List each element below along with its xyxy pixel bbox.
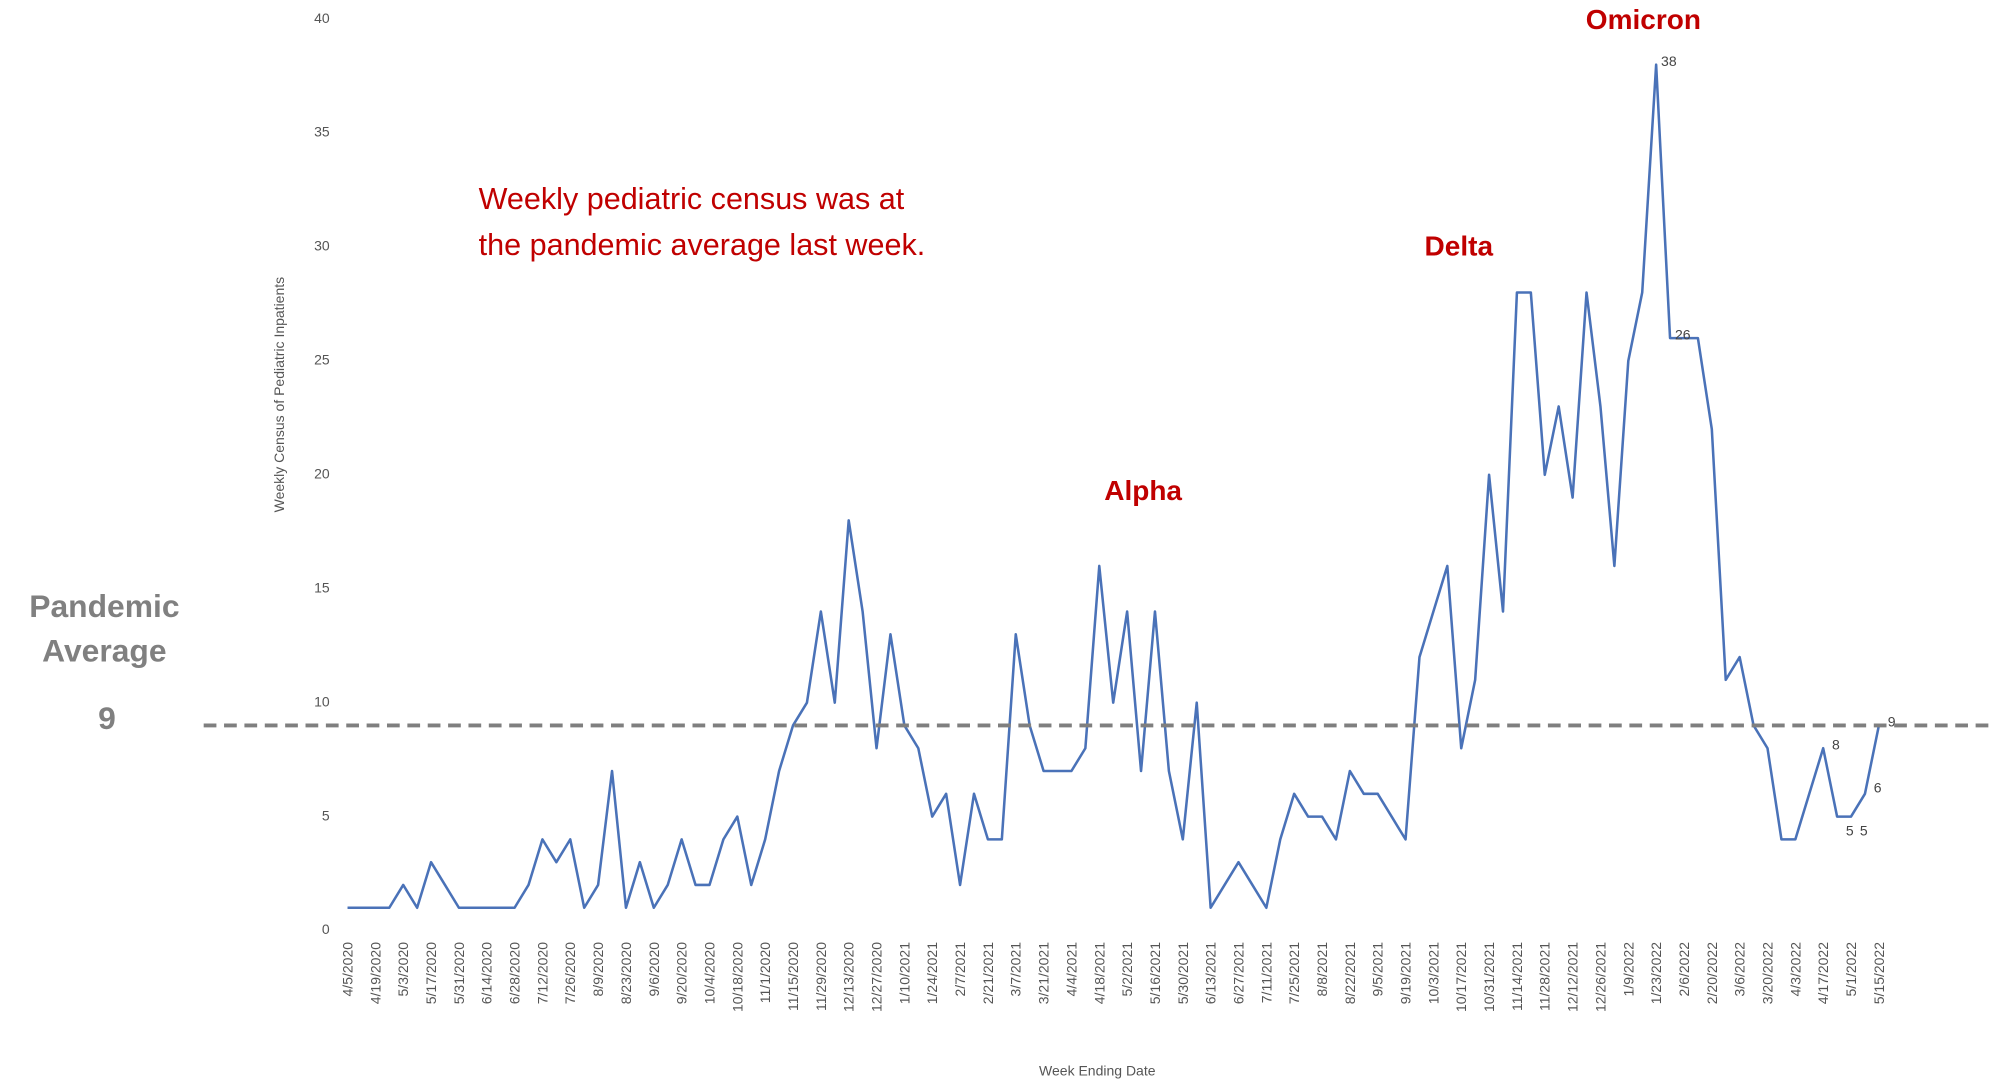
- x-tick-label: 9/20/2020: [674, 942, 690, 1004]
- annotation: Weekly pediatric census was at: [479, 182, 905, 216]
- y-tick-label: 20: [314, 466, 330, 482]
- reference-value: 9: [98, 700, 116, 736]
- x-tick-label: 5/1/2022: [1843, 942, 1859, 997]
- y-tick-label: 10: [314, 693, 330, 709]
- x-tick-label: 4/5/2020: [340, 942, 356, 997]
- annotation: Omicron: [1586, 4, 1701, 35]
- x-tick-label: 4/18/2021: [1091, 942, 1107, 1004]
- x-tick-label: 2/7/2021: [952, 942, 968, 997]
- x-tick-label: 5/3/2020: [395, 942, 411, 997]
- x-tick-label: 10/31/2021: [1481, 942, 1497, 1012]
- x-tick-label: 7/25/2021: [1286, 942, 1302, 1004]
- x-tick-label: 5/17/2020: [423, 942, 439, 1004]
- x-tick-label: 8/9/2020: [590, 942, 606, 997]
- annotation: the pandemic average last week.: [479, 228, 926, 262]
- data-label: 26: [1675, 326, 1691, 342]
- data-label: 38: [1661, 53, 1677, 69]
- x-tick-label: 8/22/2021: [1342, 942, 1358, 1004]
- x-tick-label: 8/23/2020: [618, 942, 634, 1004]
- x-tick-label: 4/17/2022: [1815, 942, 1831, 1004]
- x-tick-label: 7/12/2020: [534, 942, 550, 1004]
- data-line: [347, 63, 1881, 910]
- x-tick-label: 12/26/2021: [1592, 942, 1608, 1012]
- x-tick-label: 11/28/2021: [1537, 942, 1553, 1011]
- data-label: 6: [1874, 779, 1882, 795]
- data-label: 8: [1832, 736, 1840, 752]
- x-axis-title: Week Ending Date: [1039, 1063, 1156, 1079]
- x-tick-label: 10/18/2020: [729, 942, 745, 1012]
- x-tick-label: 12/27/2020: [869, 942, 885, 1012]
- x-tick-label: 6/13/2021: [1203, 942, 1219, 1004]
- x-tick-label: 6/28/2020: [507, 942, 523, 1004]
- x-tick-label: 7/11/2021: [1258, 942, 1274, 1003]
- data-label: 5: [1846, 823, 1854, 839]
- y-axis-title: Weekly Census of Pediatric Inpatients: [271, 277, 287, 513]
- x-tick-label: 3/6/2022: [1732, 942, 1748, 997]
- y-tick-label: 25: [314, 352, 330, 368]
- x-tick-label: 4/19/2020: [367, 942, 383, 1004]
- x-tick-label: 6/27/2021: [1230, 942, 1246, 1004]
- x-tick-label: 9/5/2021: [1370, 942, 1386, 997]
- x-tick-label: 11/15/2020: [785, 942, 801, 1011]
- x-tick-label: 2/6/2022: [1676, 942, 1692, 997]
- x-tick-label: 11/14/2021: [1509, 942, 1525, 1011]
- x-tick-label: 5/15/2022: [1871, 942, 1887, 1004]
- x-tick-label: 5/31/2020: [451, 942, 467, 1004]
- x-tick-label: 4/3/2022: [1787, 942, 1803, 997]
- x-tick-label: 5/30/2021: [1175, 942, 1191, 1004]
- y-tick-label: 5: [322, 807, 330, 823]
- y-tick-label: 30: [314, 238, 330, 254]
- reference-label: Average: [42, 632, 166, 668]
- x-tick-label: 10/17/2021: [1453, 942, 1469, 1012]
- x-tick-label: 8/8/2021: [1314, 942, 1330, 997]
- x-tick-label: 3/21/2021: [1036, 942, 1052, 1004]
- y-tick-label: 40: [314, 10, 330, 26]
- x-tick-label: 7/26/2020: [562, 942, 578, 1004]
- y-tick-label: 0: [322, 921, 330, 937]
- y-tick-label: 15: [314, 579, 330, 595]
- x-tick-label: 2/21/2021: [980, 942, 996, 1004]
- x-tick-label: 5/2/2021: [1119, 942, 1135, 997]
- x-tick-label: 1/24/2021: [924, 942, 940, 1004]
- y-tick-label: 35: [314, 124, 330, 140]
- x-tick-label: 4/4/2021: [1063, 942, 1079, 997]
- x-tick-label: 1/23/2022: [1648, 942, 1664, 1004]
- x-tick-label: 10/4/2020: [701, 942, 717, 1004]
- x-tick-label: 9/19/2021: [1398, 942, 1414, 1004]
- x-tick-label: 9/6/2020: [646, 942, 662, 997]
- x-tick-label: 3/20/2022: [1759, 942, 1775, 1004]
- x-tick-label: 5/16/2021: [1147, 942, 1163, 1004]
- x-tick-label: 11/1/2020: [757, 942, 773, 1003]
- x-tick-label: 6/14/2020: [479, 942, 495, 1004]
- annotation: Delta: [1425, 231, 1494, 262]
- data-label: 5: [1860, 823, 1868, 839]
- annotation: Alpha: [1104, 475, 1182, 506]
- reference-label: Pandemic: [29, 588, 179, 624]
- x-tick-label: 11/29/2020: [813, 942, 829, 1011]
- x-tick-label: 12/12/2021: [1565, 942, 1581, 1012]
- x-tick-label: 10/3/2021: [1425, 942, 1441, 1004]
- x-tick-label: 12/13/2020: [841, 942, 857, 1012]
- data-label: 9: [1888, 714, 1896, 730]
- x-tick-label: 3/7/2021: [1008, 942, 1024, 997]
- x-tick-label: 1/9/2022: [1620, 942, 1636, 997]
- x-tick-label: 2/20/2022: [1704, 942, 1720, 1004]
- x-tick-label: 1/10/2021: [896, 942, 912, 1004]
